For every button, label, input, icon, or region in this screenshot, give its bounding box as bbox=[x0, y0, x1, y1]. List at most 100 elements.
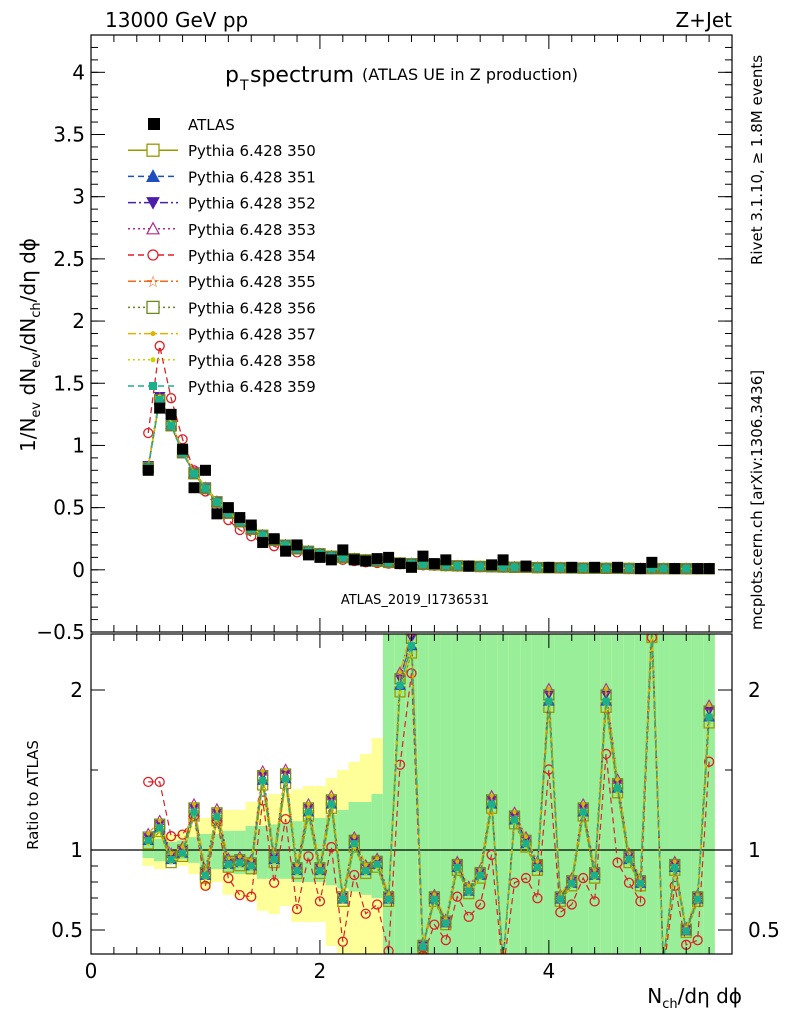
ratio-point bbox=[533, 863, 541, 871]
legend-entry: ☆ Pythia 6.428 355 bbox=[128, 272, 316, 291]
legend-entry: Pythia 6.428 359 bbox=[128, 378, 316, 396]
title-sub: T bbox=[239, 78, 249, 94]
ratio-point bbox=[636, 879, 644, 887]
y-tick-label: 4 bbox=[72, 60, 85, 84]
ratio-point bbox=[190, 808, 198, 816]
ratio-y-tick-label: 0.5 bbox=[51, 918, 83, 942]
ratio-point bbox=[658, 958, 668, 967]
title-spectrum: spectrum bbox=[250, 63, 354, 88]
ratio-point bbox=[707, 703, 712, 708]
atlas-point bbox=[291, 539, 303, 551]
ratio-point bbox=[591, 871, 599, 879]
mcplots-label: mcplots.cern.ch [arXiv:1306.3436] bbox=[748, 370, 766, 630]
series-line bbox=[147, 397, 710, 570]
ratio-point bbox=[236, 859, 244, 867]
ratio-point bbox=[511, 816, 519, 824]
ratio-point bbox=[566, 899, 577, 910]
ratio-point bbox=[237, 854, 242, 859]
ratio-panel: 0.5 0.5 1 1 2 2 0 2 4 Ratio to ATLAS Nch/dη dϕ bbox=[24, 609, 780, 1012]
series-line bbox=[147, 397, 710, 570]
ratio-point bbox=[259, 776, 267, 784]
ratio-point bbox=[463, 911, 474, 923]
ratio-point bbox=[694, 895, 702, 903]
ratio-point bbox=[625, 856, 633, 864]
legend-entry: Pythia 6.428 358 bbox=[128, 352, 316, 370]
series-point bbox=[647, 564, 656, 573]
atlas-point bbox=[543, 561, 555, 573]
series-point bbox=[499, 562, 508, 571]
ratio-point bbox=[419, 943, 427, 951]
ratio-point bbox=[408, 642, 415, 650]
band-green bbox=[394, 634, 406, 954]
series-point bbox=[533, 563, 542, 572]
ratio-point bbox=[442, 919, 450, 927]
series-point bbox=[510, 563, 519, 572]
main-y-label-text: 1/Nev dNev/dNch/dη dϕ bbox=[16, 238, 44, 452]
atlas-point bbox=[486, 559, 498, 571]
ratio-point bbox=[154, 776, 165, 788]
ratio-point bbox=[650, 628, 654, 632]
ratio-point bbox=[488, 800, 496, 808]
atlas-point bbox=[211, 508, 223, 520]
ratio-point bbox=[647, 609, 657, 618]
ratio-point bbox=[363, 862, 368, 867]
y-tick-label: 2 bbox=[72, 309, 85, 333]
legend-marker: ☆ bbox=[146, 272, 160, 291]
band-green bbox=[623, 634, 635, 954]
band-green bbox=[256, 826, 269, 879]
band-green bbox=[680, 634, 692, 954]
band-green bbox=[600, 634, 612, 954]
legend-marker bbox=[145, 221, 161, 235]
atlas-point bbox=[406, 561, 417, 573]
ratio-point bbox=[568, 879, 576, 887]
series-point bbox=[211, 496, 223, 508]
atlas-point bbox=[646, 556, 658, 568]
ratio-data-marks bbox=[91, 609, 732, 967]
ratio-point bbox=[352, 834, 357, 839]
atlas-point bbox=[257, 536, 269, 548]
atlas-point bbox=[383, 551, 395, 563]
atlas-point bbox=[520, 560, 532, 572]
series-point bbox=[602, 564, 611, 573]
atlas-point bbox=[440, 554, 452, 566]
ratio-y-tick-label: 2 bbox=[70, 678, 83, 702]
ratio-y-tick-label: 1 bbox=[70, 838, 83, 862]
main-panel: −0.500.511.522.533.54 ☆☆☆☆☆☆☆☆☆☆☆☆☆☆☆☆☆☆… bbox=[16, 34, 733, 644]
band-green bbox=[199, 834, 212, 870]
ratio-point bbox=[604, 686, 609, 691]
ratio-point bbox=[501, 960, 505, 964]
legend-label: Pythia 6.428 355 bbox=[188, 273, 316, 291]
ratio-point bbox=[498, 957, 508, 966]
ratio-point bbox=[466, 884, 471, 889]
series-point bbox=[212, 498, 221, 507]
legend-label: Pythia 6.428 351 bbox=[188, 168, 316, 186]
series-point bbox=[659, 564, 668, 573]
ratio-point bbox=[283, 767, 288, 772]
legend-marker bbox=[149, 382, 157, 390]
series-point bbox=[453, 561, 462, 570]
ratio-point bbox=[453, 863, 461, 871]
ratio-point bbox=[293, 867, 301, 875]
legend-label: Pythia 6.428 352 bbox=[188, 195, 316, 213]
title-p: p bbox=[225, 63, 239, 88]
ratio-point bbox=[143, 776, 154, 788]
ratio-point bbox=[498, 958, 508, 967]
band-green bbox=[211, 834, 223, 870]
ratio-point bbox=[398, 689, 403, 694]
atlas-point bbox=[589, 561, 601, 573]
ratio-point bbox=[682, 927, 690, 935]
ratio-point bbox=[326, 841, 337, 853]
ratio-point bbox=[350, 840, 358, 848]
ratio-point bbox=[501, 959, 505, 963]
ratio-point bbox=[523, 834, 528, 839]
ratio-point bbox=[234, 890, 245, 901]
ratio-point bbox=[705, 713, 713, 721]
series-point bbox=[624, 564, 633, 573]
band-green bbox=[337, 810, 349, 889]
ratio-y-label-text: Ratio to ATLAS bbox=[24, 740, 42, 850]
ratio-point bbox=[339, 895, 347, 903]
ratio-point bbox=[672, 859, 677, 864]
legend-marker bbox=[147, 249, 159, 261]
ratio-point bbox=[304, 808, 312, 816]
series-point bbox=[155, 395, 164, 404]
